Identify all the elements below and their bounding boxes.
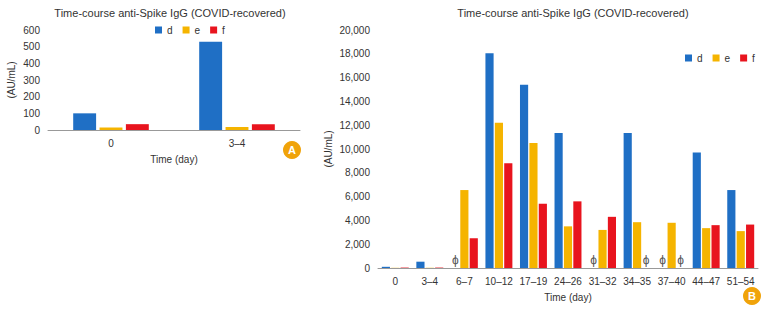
svg-text:200: 200 xyxy=(23,91,40,102)
svg-text:24–26: 24–26 xyxy=(554,276,582,287)
svg-text:3–4: 3–4 xyxy=(229,138,246,149)
svg-text:A: A xyxy=(288,144,296,156)
svg-text:Time (day): Time (day) xyxy=(544,292,591,303)
svg-text:0: 0 xyxy=(392,276,398,287)
svg-text:Time-course anti-Spike IgG (CO: Time-course anti-Spike IgG (COVID-recove… xyxy=(457,7,688,19)
svg-text:14,000: 14,000 xyxy=(339,96,370,107)
svg-text:ϕ: ϕ xyxy=(452,253,459,267)
svg-text:0: 0 xyxy=(108,138,114,149)
svg-text:37–40: 37–40 xyxy=(658,276,686,287)
svg-text:31–32: 31–32 xyxy=(589,276,617,287)
svg-text:12,000: 12,000 xyxy=(339,120,370,131)
svg-text:d: d xyxy=(167,25,173,36)
svg-text:f: f xyxy=(752,53,755,64)
svg-text:(AU/mL): (AU/mL) xyxy=(6,61,17,98)
svg-text:d: d xyxy=(697,53,703,64)
svg-text:ϕ: ϕ xyxy=(590,253,597,267)
svg-text:4,000: 4,000 xyxy=(345,215,370,226)
svg-text:ϕ: ϕ xyxy=(677,253,684,267)
svg-text:e: e xyxy=(725,53,731,64)
svg-text:6–7: 6–7 xyxy=(456,276,473,287)
svg-text:(AU/mL): (AU/mL) xyxy=(323,130,334,167)
svg-text:300: 300 xyxy=(23,75,40,86)
svg-text:20,000: 20,000 xyxy=(339,25,370,36)
svg-text:0: 0 xyxy=(34,125,40,136)
svg-text:34–35: 34–35 xyxy=(623,276,651,287)
svg-text:ϕ: ϕ xyxy=(659,253,666,267)
svg-text:B: B xyxy=(748,290,756,302)
svg-text:500: 500 xyxy=(23,41,40,52)
svg-text:18,000: 18,000 xyxy=(339,48,370,59)
svg-text:400: 400 xyxy=(23,58,40,69)
svg-text:17–19: 17–19 xyxy=(520,276,548,287)
svg-text:100: 100 xyxy=(23,108,40,119)
svg-text:f: f xyxy=(222,25,225,36)
svg-text:0: 0 xyxy=(364,263,370,274)
svg-text:51–54: 51–54 xyxy=(727,276,755,287)
svg-text:3–4: 3–4 xyxy=(421,276,438,287)
svg-text:ϕ: ϕ xyxy=(643,253,650,267)
svg-text:6,000: 6,000 xyxy=(345,191,370,202)
svg-text:600: 600 xyxy=(23,25,40,36)
svg-text:e: e xyxy=(195,25,201,36)
svg-text:8,000: 8,000 xyxy=(345,167,370,178)
svg-text:Time-course anti-Spike IgG (CO: Time-course anti-Spike IgG (COVID-recove… xyxy=(54,7,285,19)
svg-text:10,000: 10,000 xyxy=(339,144,370,155)
svg-text:10–12: 10–12 xyxy=(485,276,513,287)
svg-text:Time (day): Time (day) xyxy=(150,154,197,165)
svg-text:44–47: 44–47 xyxy=(692,276,720,287)
svg-text:2,000: 2,000 xyxy=(345,239,370,250)
svg-text:16,000: 16,000 xyxy=(339,72,370,83)
